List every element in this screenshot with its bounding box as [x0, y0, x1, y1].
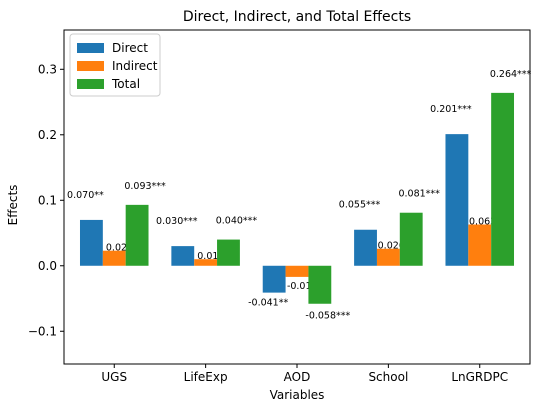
x-tick-label: LifeExp — [184, 370, 228, 384]
axes-frame — [63, 29, 531, 365]
data-label-indirect: 0.023** — [106, 243, 143, 254]
bar-direct — [79, 219, 103, 266]
x-tick-label: AOD — [284, 370, 311, 384]
y-tick-label: −0.1 — [28, 324, 57, 338]
bar-indirect — [376, 248, 400, 266]
bar-total — [217, 239, 240, 266]
data-label-direct: 0.201*** — [430, 104, 472, 115]
legend-swatch-indirect — [77, 61, 104, 71]
bar-indirect — [285, 265, 309, 277]
y-tick-label: 0.2 — [38, 128, 57, 142]
legend-label-indirect: Indirect — [112, 59, 158, 73]
data-label-indirect: -0.017** — [287, 281, 327, 292]
data-label-direct: 0.070** — [67, 190, 104, 201]
data-label-direct: 0.030*** — [156, 216, 198, 227]
data-label-total: 0.081*** — [398, 189, 440, 200]
data-label-total: 0.264*** — [490, 69, 532, 80]
x-tick-label: UGS — [101, 370, 127, 384]
data-label-total: 0.040*** — [216, 216, 258, 227]
x-tick-label: School — [368, 370, 408, 384]
data-label-total: 0.093*** — [124, 181, 166, 192]
data-label-direct: 0.055*** — [339, 200, 381, 211]
data-label-total: -0.058*** — [305, 311, 350, 322]
bar-total — [308, 265, 332, 304]
legend: Direct Indirect Total — [69, 33, 161, 97]
data-label-direct: -0.041** — [248, 298, 288, 309]
legend-label-total: Total — [111, 77, 140, 91]
bar-direct — [354, 229, 377, 266]
y-tick-label: 0.3 — [38, 62, 57, 76]
x-axis-title: Variables — [270, 388, 325, 402]
x-tick-label: LnGRDPC — [451, 370, 508, 384]
y-tick-label: 0.0 — [38, 259, 57, 273]
y-tick-label: 0.1 — [38, 193, 57, 207]
y-axis-title: Effects — [6, 185, 20, 226]
legend-label-direct: Direct — [112, 41, 148, 55]
data-label-indirect: 0.010** — [197, 251, 234, 262]
bar-direct — [171, 246, 195, 266]
plot-area: −0.1 0.0 0.1 0.2 0.3 UGS LifeExp AOD School LnGRD… — [28, 62, 532, 384]
bar-direct — [445, 134, 469, 266]
data-label-indirect: 0.063*** — [469, 217, 511, 228]
chart-title: Direct, Indirect, and Total Effects — [183, 9, 411, 25]
bar-total — [399, 212, 423, 266]
bar-total — [125, 204, 149, 266]
bar-indirect — [468, 224, 492, 266]
bar-indirect — [194, 259, 218, 266]
legend-swatch-direct — [77, 43, 104, 53]
bar-direct — [262, 265, 286, 293]
bar-total — [491, 92, 515, 266]
data-label-indirect: 0.026*** — [378, 241, 420, 252]
legend-swatch-total — [77, 79, 104, 89]
bar-indirect — [102, 250, 126, 266]
